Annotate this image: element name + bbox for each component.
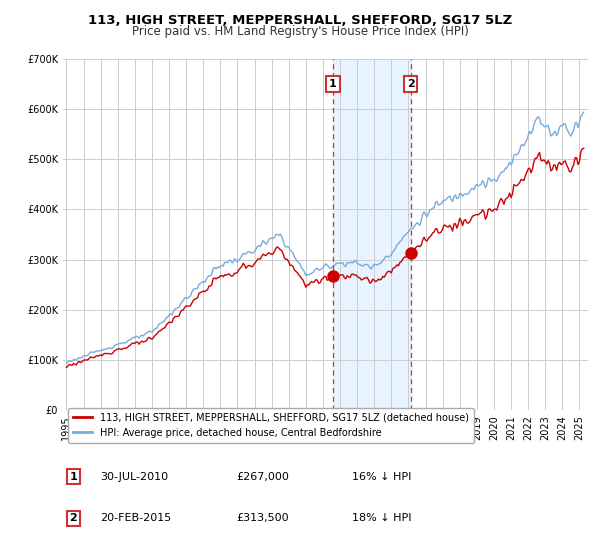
113, HIGH STREET, MEPPERSHALL, SHEFFORD, SG17 5LZ (detached house) bbox=[131, 340, 139, 347]
113, HIGH STREET, MEPPERSHALL, SHEFFORD, SG17 5LZ (detached house) bbox=[63, 364, 70, 371]
Text: 2: 2 bbox=[70, 514, 77, 523]
Text: 18% ↓ HPI: 18% ↓ HPI bbox=[352, 514, 411, 523]
Text: 113, HIGH STREET, MEPPERSHALL, SHEFFORD, SG17 5LZ: 113, HIGH STREET, MEPPERSHALL, SHEFFORD,… bbox=[88, 14, 512, 27]
Text: 20-FEB-2015: 20-FEB-2015 bbox=[100, 514, 171, 523]
Text: 2: 2 bbox=[407, 79, 415, 89]
Text: 1: 1 bbox=[329, 79, 337, 89]
Text: £313,500: £313,500 bbox=[236, 514, 289, 523]
Text: 30-JUL-2010: 30-JUL-2010 bbox=[100, 472, 168, 482]
Line: 113, HIGH STREET, MEPPERSHALL, SHEFFORD, SG17 5LZ (detached house): 113, HIGH STREET, MEPPERSHALL, SHEFFORD,… bbox=[67, 148, 584, 367]
113, HIGH STREET, MEPPERSHALL, SHEFFORD, SG17 5LZ (detached house) bbox=[65, 361, 73, 368]
HPI: Average price, detached house, Central Bedfordshire: (2e+03, 1.44e+05): Average price, detached house, Central B… bbox=[131, 334, 139, 341]
113, HIGH STREET, MEPPERSHALL, SHEFFORD, SG17 5LZ (detached house) bbox=[83, 357, 90, 363]
HPI: Average price, detached house, Central Bedfordshire: (2.03e+03, 5.94e+05): Average price, detached house, Central B… bbox=[580, 109, 587, 115]
Text: £267,000: £267,000 bbox=[236, 472, 289, 482]
HPI: Average price, detached house, Central Bedfordshire: (2e+03, 2.43e+05): Average price, detached house, Central B… bbox=[194, 285, 201, 292]
113, HIGH STREET, MEPPERSHALL, SHEFFORD, SG17 5LZ (detached house) bbox=[70, 360, 77, 367]
113, HIGH STREET, MEPPERSHALL, SHEFFORD, SG17 5LZ (detached house) bbox=[426, 234, 433, 240]
Legend: 113, HIGH STREET, MEPPERSHALL, SHEFFORD, SG17 5LZ (detached house), HPI: Average: 113, HIGH STREET, MEPPERSHALL, SHEFFORD,… bbox=[68, 408, 474, 442]
HPI: Average price, detached house, Central Bedfordshire: (2e+03, 1.08e+05): Average price, detached house, Central B… bbox=[83, 352, 90, 359]
Bar bbox=[333, 59, 410, 410]
Text: 16% ↓ HPI: 16% ↓ HPI bbox=[352, 472, 411, 482]
HPI: Average price, detached house, Central Bedfordshire: (2e+03, 9.79e+04): Average price, detached house, Central B… bbox=[65, 358, 73, 365]
Text: Price paid vs. HM Land Registry's House Price Index (HPI): Price paid vs. HM Land Registry's House … bbox=[131, 25, 469, 38]
HPI: Average price, detached house, Central Bedfordshire: (2.02e+03, 3.98e+05): Average price, detached house, Central B… bbox=[426, 207, 433, 213]
HPI: Average price, detached house, Central Bedfordshire: (2e+03, 1.01e+05): Average price, detached house, Central B… bbox=[70, 356, 77, 363]
113, HIGH STREET, MEPPERSHALL, SHEFFORD, SG17 5LZ (detached house) bbox=[580, 145, 587, 152]
Line: HPI: Average price, detached house, Central Bedfordshire: HPI: Average price, detached house, Cent… bbox=[67, 112, 584, 363]
113, HIGH STREET, MEPPERSHALL, SHEFFORD, SG17 5LZ (detached house) bbox=[194, 295, 201, 301]
Text: 1: 1 bbox=[70, 472, 77, 482]
HPI: Average price, detached house, Central Bedfordshire: (2e+03, 9.35e+04): Average price, detached house, Central B… bbox=[63, 360, 70, 367]
